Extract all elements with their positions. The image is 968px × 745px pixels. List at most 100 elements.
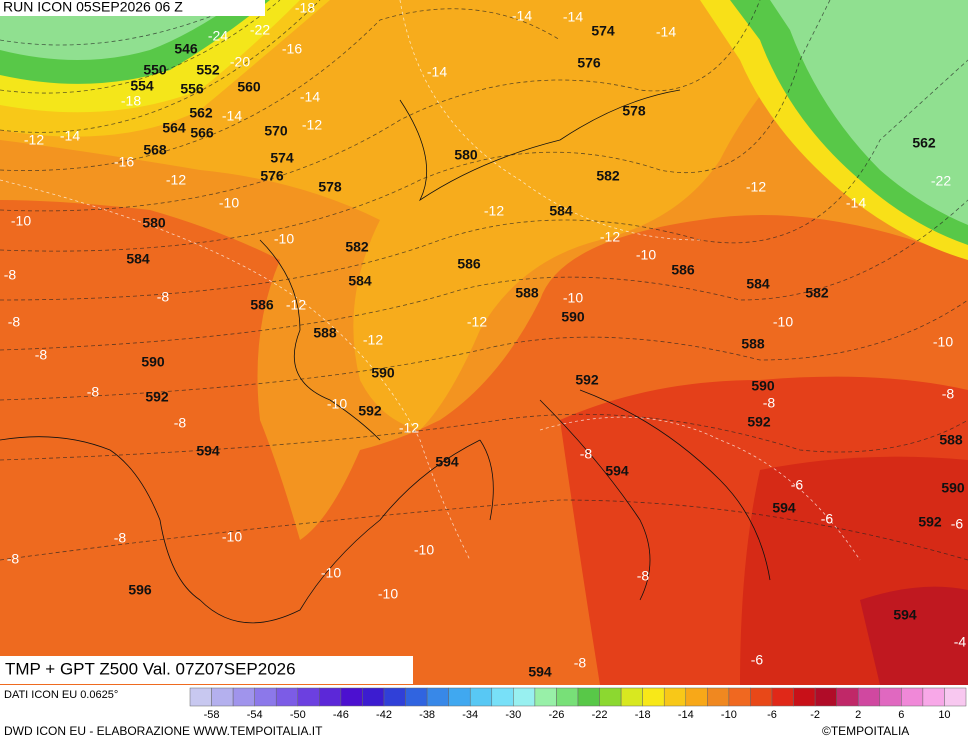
temperature-label: -8 bbox=[8, 314, 21, 330]
temperature-label: -20 bbox=[230, 54, 250, 70]
temperature-label: -10 bbox=[773, 314, 793, 330]
temperature-label: -6 bbox=[821, 511, 834, 527]
temperature-label: -14 bbox=[656, 24, 676, 40]
height-label: 578 bbox=[622, 103, 646, 119]
temperature-label: -14 bbox=[222, 108, 242, 124]
colorbar-swatch bbox=[750, 687, 773, 707]
field-hottest bbox=[860, 586, 968, 685]
height-label: 580 bbox=[142, 215, 166, 231]
colorbar-swatch bbox=[275, 687, 299, 707]
temperature-label: -10 bbox=[219, 195, 239, 211]
colorbar-swatch bbox=[426, 687, 449, 707]
height-label: 588 bbox=[313, 325, 337, 341]
height-label: 596 bbox=[128, 582, 152, 598]
height-label: 584 bbox=[746, 276, 770, 292]
colorbar-swatch bbox=[857, 687, 881, 707]
colorbar-swatch bbox=[211, 687, 234, 707]
temperature-label: -10 bbox=[414, 542, 434, 558]
colorbar-tick-label: -42 bbox=[376, 709, 392, 721]
temperature-label: -10 bbox=[327, 396, 347, 412]
field-cool bbox=[0, 0, 850, 430]
height-label: 582 bbox=[596, 168, 620, 184]
map-labels: -18-22-24-16-20-18 -14-14-12-12 -14-16-12-… bbox=[4, 0, 967, 680]
temperature-label: -14 bbox=[512, 8, 532, 24]
map-title: TMP + GPT Z500 Val. 07Z07SEP2026 bbox=[5, 659, 296, 678]
temperature-label: -12 bbox=[467, 314, 487, 330]
height-label: 562 bbox=[912, 135, 936, 151]
colorbar-tick-label: -58 bbox=[204, 709, 220, 721]
colorbar-tick-label: -2 bbox=[810, 709, 820, 721]
temperature-label: -12 bbox=[302, 117, 322, 133]
temperature-label: -12 bbox=[166, 172, 186, 188]
height-label: 566 bbox=[190, 125, 214, 141]
height-label: 576 bbox=[577, 55, 601, 71]
map: -18-22-24-16-20-18 -14-14-12-12 -14-16-12-… bbox=[0, 0, 968, 685]
colorbar-tick-label: -50 bbox=[290, 709, 306, 721]
temperature-label: -12 bbox=[363, 332, 383, 348]
colorbar-swatch bbox=[319, 687, 342, 707]
colorbar-swatch bbox=[836, 687, 859, 707]
temperature-label: -10 bbox=[378, 586, 398, 602]
colorbar-tick-label: -6 bbox=[767, 709, 777, 721]
height-label: 586 bbox=[671, 262, 695, 278]
colorbar-tick-label: 6 bbox=[898, 709, 904, 721]
temperature-label: -10 bbox=[636, 247, 656, 263]
colorbar-tick-label: -54 bbox=[247, 709, 263, 721]
temperature-label: -12 bbox=[600, 229, 620, 245]
colorbar-swatch bbox=[556, 687, 579, 707]
temperature-label: -10 bbox=[222, 529, 242, 545]
colorbar-swatch bbox=[491, 687, 514, 707]
temperature-label: -12 bbox=[24, 132, 44, 148]
colorbar-swatch bbox=[685, 687, 708, 707]
colorbar-swatch bbox=[922, 687, 945, 707]
field-lightgreen-e bbox=[770, 0, 968, 225]
height-label: 578 bbox=[318, 179, 342, 195]
height-label: 590 bbox=[941, 480, 965, 496]
temperature-label: -16 bbox=[114, 154, 134, 170]
temperature-label: -10 bbox=[563, 290, 583, 306]
height-label: 592 bbox=[358, 403, 382, 419]
temperature-label: -14 bbox=[60, 128, 80, 144]
height-label: 584 bbox=[549, 203, 573, 219]
temperature-label: -8 bbox=[574, 655, 587, 671]
height-label: 586 bbox=[457, 256, 481, 272]
temperature-label: -14 bbox=[563, 9, 583, 25]
source: DATI ICON EU 0.0625° bbox=[4, 689, 118, 701]
colorbar-swatch bbox=[513, 687, 536, 707]
temperature-label: -8 bbox=[174, 415, 187, 431]
height-label: 560 bbox=[237, 79, 261, 95]
temperature-label: -16 bbox=[282, 41, 302, 57]
temperature-label: -8 bbox=[35, 347, 48, 363]
temperature-label: -14 bbox=[300, 89, 320, 105]
height-label: 590 bbox=[371, 365, 395, 381]
temperature-label: -18 bbox=[295, 0, 315, 16]
height-label: 586 bbox=[250, 297, 274, 313]
height-label: 592 bbox=[575, 372, 599, 388]
height-label: 576 bbox=[260, 168, 284, 184]
height-label: 584 bbox=[126, 251, 150, 267]
colorbar-swatch bbox=[577, 687, 600, 707]
colorbar-tick-label: -34 bbox=[462, 709, 478, 721]
height-label: 588 bbox=[515, 285, 539, 301]
temperature-label: -14 bbox=[427, 64, 447, 80]
temperature-label: -10 bbox=[933, 334, 953, 350]
colorbar-swatch bbox=[663, 687, 687, 707]
colorbar-swatch bbox=[599, 687, 622, 707]
height-label: 592 bbox=[747, 414, 771, 430]
height-label: 570 bbox=[264, 123, 288, 139]
height-label: 554 bbox=[130, 78, 154, 94]
height-label: 546 bbox=[174, 41, 198, 57]
colorbar-tick-label: -26 bbox=[548, 709, 564, 721]
height-label: 594 bbox=[772, 500, 796, 516]
temperature-label: -12 bbox=[399, 420, 419, 436]
height-label: 590 bbox=[561, 309, 585, 325]
colorbar-swatch bbox=[362, 687, 385, 707]
colorbar-swatch bbox=[469, 687, 493, 707]
colorbar-swatch bbox=[297, 687, 320, 707]
temperature-label: -4 bbox=[954, 634, 967, 650]
colorbar-swatch bbox=[340, 687, 363, 707]
colorbar-tick-label: 10 bbox=[938, 709, 950, 721]
temperature-label: -12 bbox=[484, 203, 504, 219]
colorbar-swatch bbox=[771, 687, 794, 707]
